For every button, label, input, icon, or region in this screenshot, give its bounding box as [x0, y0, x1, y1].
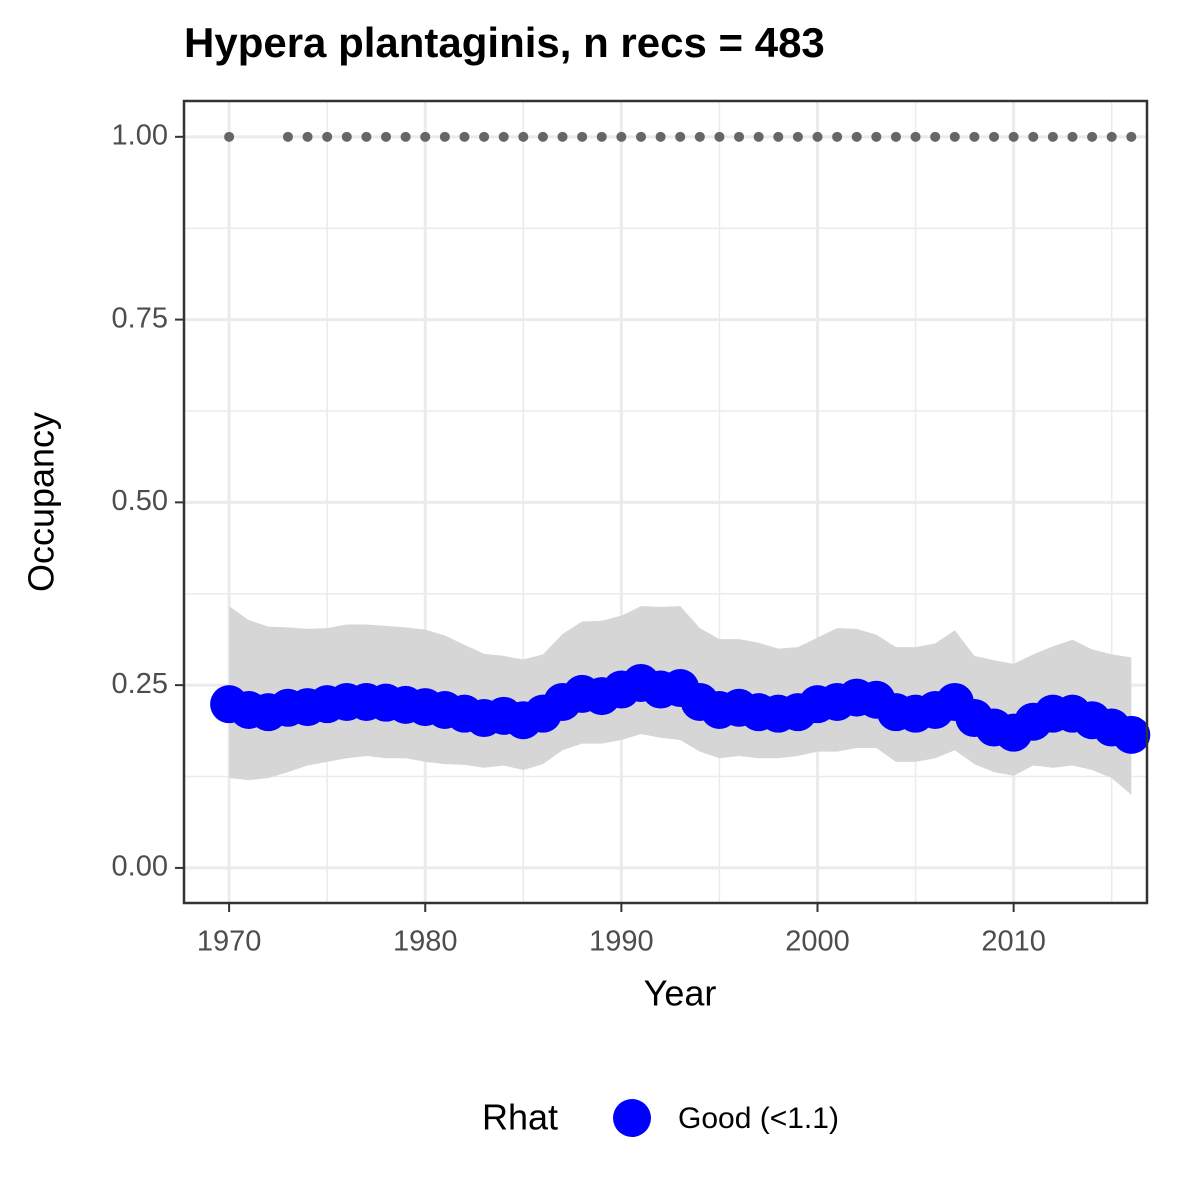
record-dot — [1008, 131, 1019, 142]
record-dot — [479, 131, 490, 142]
record-dot — [302, 131, 313, 142]
record-dot — [596, 131, 607, 142]
record-dot — [694, 131, 705, 142]
y-tick-label: 0.25 — [112, 668, 168, 700]
x-tick-label: 2000 — [785, 926, 850, 958]
record-dot — [910, 131, 921, 142]
record-dot — [930, 131, 941, 142]
record-dot — [832, 131, 843, 142]
record-dot — [969, 131, 980, 142]
legend-label: Good (<1.1) — [678, 1102, 839, 1135]
record-dot — [675, 131, 686, 142]
record-dot — [322, 131, 333, 142]
record-dot — [361, 131, 372, 142]
record-dot — [635, 131, 646, 142]
record-dot — [616, 131, 627, 142]
record-dot — [734, 131, 745, 142]
record-dot — [714, 131, 725, 142]
record-dot — [989, 131, 1000, 142]
record-dot — [1067, 131, 1078, 142]
record-dot — [341, 131, 352, 142]
record-dot — [577, 131, 588, 142]
y-tick-label: 0.00 — [112, 851, 168, 883]
record-dot — [949, 131, 960, 142]
legend-title: Rhat — [482, 1097, 558, 1138]
record-dot — [773, 131, 784, 142]
record-dot — [518, 131, 529, 142]
record-dot — [851, 131, 862, 142]
record-dot — [498, 131, 509, 142]
record-dot — [420, 131, 431, 142]
record-dot — [655, 131, 666, 142]
record-dot — [812, 131, 823, 142]
record-dot — [792, 131, 803, 142]
record-dot — [439, 131, 450, 142]
record-dot — [1047, 131, 1058, 142]
record-dot — [753, 131, 764, 142]
record-dot — [1126, 131, 1137, 142]
x-tick-label: 2010 — [981, 926, 1046, 958]
legend-swatch — [613, 1099, 651, 1137]
record-dot — [1087, 131, 1098, 142]
record-dot — [537, 131, 548, 142]
record-dot — [400, 131, 411, 142]
record-dot — [459, 131, 470, 142]
record-dot — [224, 131, 235, 142]
y-tick-label: 1.00 — [112, 119, 168, 151]
y-axis-title: Occupancy — [21, 412, 62, 592]
record-dot — [1106, 131, 1117, 142]
x-axis-title: Year — [644, 973, 717, 1014]
y-tick-label: 0.50 — [112, 485, 168, 517]
record-dot — [282, 131, 293, 142]
x-tick-label: 1990 — [589, 926, 654, 958]
chart-title: Hypera plantaginis, n recs = 483 — [184, 19, 825, 66]
record-dot — [381, 131, 392, 142]
occupancy-point — [1112, 715, 1151, 754]
record-dot — [890, 131, 901, 142]
record-dot — [871, 131, 882, 142]
record-dot — [1028, 131, 1039, 142]
x-tick-label: 1970 — [197, 926, 262, 958]
x-tick-label: 1980 — [393, 926, 458, 958]
y-tick-label: 0.75 — [112, 302, 168, 334]
panel-border — [182, 99, 1149, 905]
record-dot — [557, 131, 568, 142]
